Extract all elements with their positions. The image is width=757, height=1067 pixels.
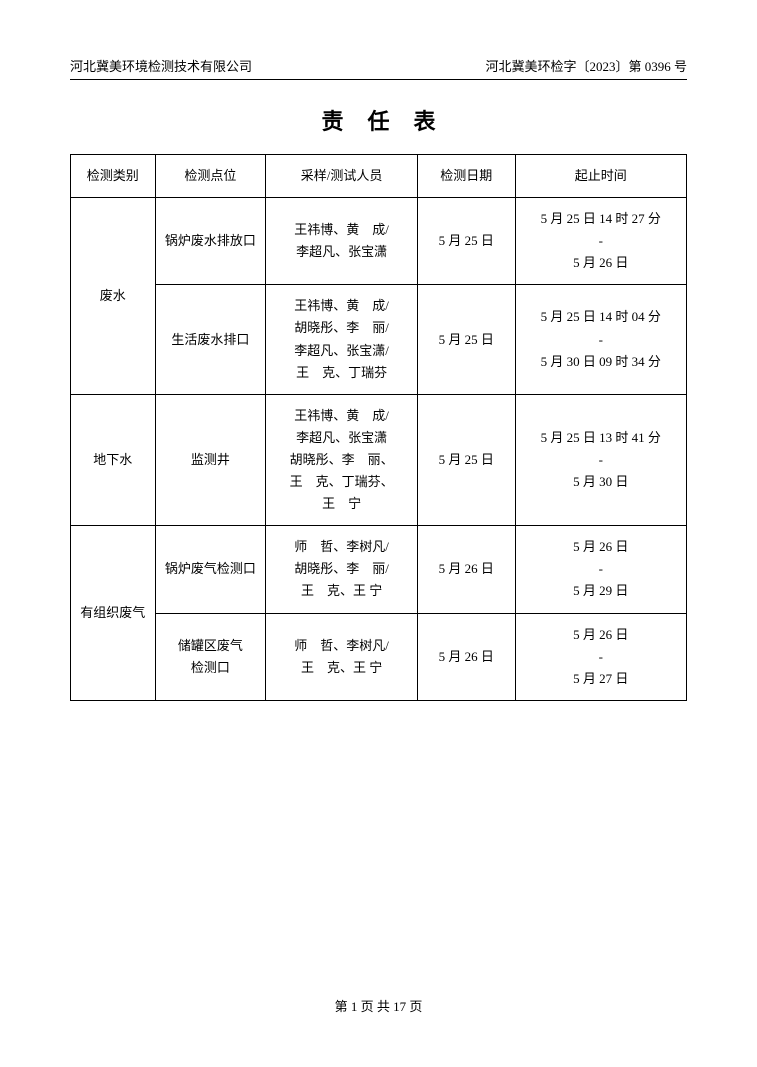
col-category: 检测类别: [71, 155, 156, 198]
table-row: 有组织废气 锅炉废气检测口 师 哲、李树凡/胡晓彤、李 丽/王 克、王 宁 5 …: [71, 526, 687, 613]
cell-date: 5 月 25 日: [418, 198, 516, 285]
cell-time: 5 月 26 日-5 月 27 日: [515, 613, 686, 700]
header-left: 河北冀美环境检测技术有限公司: [70, 56, 252, 75]
table-row: 废水 锅炉废水排放口 王祎博、黄 成/李超凡、张宝潇 5 月 25 日 5 月 …: [71, 198, 687, 285]
cell-category: 有组织废气: [71, 526, 156, 701]
col-date: 检测日期: [418, 155, 516, 198]
table-row: 储罐区废气检测口 师 哲、李树凡/王 克、王 宁 5 月 26 日 5 月 26…: [71, 613, 687, 700]
cell-time: 5 月 25 日 14 时 04 分-5 月 30 日 09 时 34 分: [515, 285, 686, 394]
responsibility-table: 检测类别 检测点位 采样/测试人员 检测日期 起止时间 废水 锅炉废水排放口 王…: [70, 154, 687, 701]
page-footer: 第 1 页 共 17 页: [0, 996, 757, 1015]
cell-staff: 师 哲、李树凡/胡晓彤、李 丽/王 克、王 宁: [266, 526, 418, 613]
col-point: 检测点位: [155, 155, 266, 198]
table-row: 生活废水排口 王祎博、黄 成/胡晓彤、李 丽/李超凡、张宝潇/王 克、丁瑞芬 5…: [71, 285, 687, 394]
cell-category: 地下水: [71, 394, 156, 525]
cell-point: 锅炉废水排放口: [155, 198, 266, 285]
cell-staff: 师 哲、李树凡/王 克、王 宁: [266, 613, 418, 700]
cell-time: 5 月 26 日-5 月 29 日: [515, 526, 686, 613]
table-header-row: 检测类别 检测点位 采样/测试人员 检测日期 起止时间: [71, 155, 687, 198]
page-header: 河北冀美环境检测技术有限公司 河北冀美环检字〔2023〕第 0396 号: [70, 56, 687, 80]
cell-date: 5 月 26 日: [418, 613, 516, 700]
cell-staff: 王祎博、黄 成/李超凡、张宝潇胡晓彤、李 丽、王 克、丁瑞芬、王 宁: [266, 394, 418, 525]
cell-category: 废水: [71, 198, 156, 395]
cell-staff: 王祎博、黄 成/胡晓彤、李 丽/李超凡、张宝潇/王 克、丁瑞芬: [266, 285, 418, 394]
cell-time: 5 月 25 日 13 时 41 分-5 月 30 日: [515, 394, 686, 525]
table-row: 地下水 监测井 王祎博、黄 成/李超凡、张宝潇胡晓彤、李 丽、王 克、丁瑞芬、王…: [71, 394, 687, 525]
cell-date: 5 月 25 日: [418, 285, 516, 394]
col-time: 起止时间: [515, 155, 686, 198]
header-right: 河北冀美环检字〔2023〕第 0396 号: [485, 56, 687, 75]
cell-date: 5 月 25 日: [418, 394, 516, 525]
cell-point: 锅炉废气检测口: [155, 526, 266, 613]
cell-point: 生活废水排口: [155, 285, 266, 394]
cell-time: 5 月 25 日 14 时 27 分-5 月 26 日: [515, 198, 686, 285]
cell-point: 监测井: [155, 394, 266, 525]
cell-point: 储罐区废气检测口: [155, 613, 266, 700]
cell-date: 5 月 26 日: [418, 526, 516, 613]
col-staff: 采样/测试人员: [266, 155, 418, 198]
cell-staff: 王祎博、黄 成/李超凡、张宝潇: [266, 198, 418, 285]
page-title: 责任表: [70, 104, 687, 136]
